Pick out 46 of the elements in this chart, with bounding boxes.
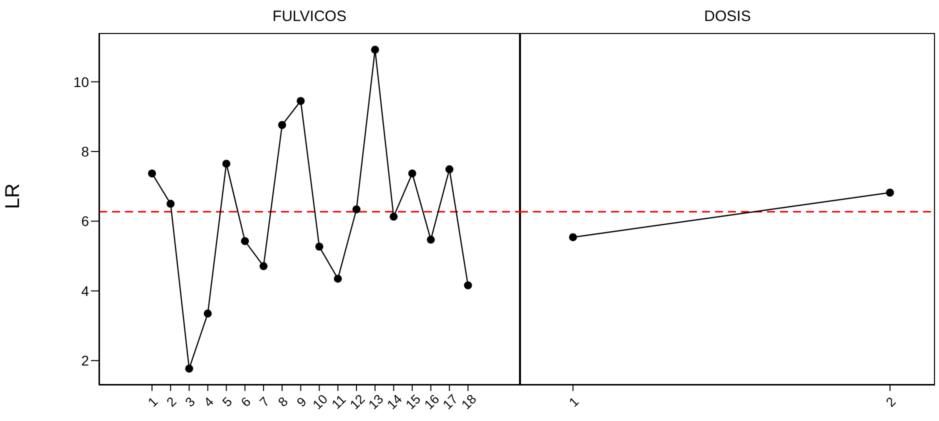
x-tick-label: 16	[421, 391, 442, 412]
point	[260, 262, 268, 270]
y-tick-label: 6	[81, 213, 90, 230]
x-tick-label: 12	[346, 391, 368, 412]
point	[445, 165, 454, 174]
x-tick-label: 2	[882, 394, 899, 410]
x-tick-label: 10	[310, 391, 331, 412]
point	[278, 121, 286, 130]
x-tick-label: 11	[328, 392, 349, 412]
chart-title: FULVICOS	[272, 8, 348, 25]
y-tick-label: 10	[73, 74, 90, 90]
x-tick-label: 18	[458, 391, 480, 412]
x-tick-label: 3	[182, 394, 198, 410]
y-tick-label: 4	[81, 282, 90, 299]
x-tick-label: 1	[566, 394, 582, 410]
point	[204, 310, 212, 318]
x-tick-label: 2	[164, 394, 180, 410]
x-tick-label: 7	[256, 394, 272, 410]
point	[315, 242, 324, 251]
point	[408, 169, 416, 178]
x-tick-label: 4	[200, 394, 216, 410]
point	[166, 200, 175, 208]
x-tick-label: 13	[365, 391, 386, 412]
x-tick-label: 9	[294, 394, 310, 410]
point	[222, 160, 230, 168]
point	[390, 212, 398, 221]
point	[352, 205, 360, 214]
point	[185, 364, 194, 373]
point	[334, 274, 342, 283]
x-tick-label: 6	[238, 394, 254, 410]
x-tick-label: 17	[440, 391, 461, 412]
x-tick-label: 8	[275, 394, 291, 410]
point	[296, 96, 305, 105]
point	[148, 169, 156, 178]
y-tick-label: 8	[81, 143, 90, 160]
y-tick-label: 2	[81, 352, 90, 369]
point	[464, 281, 472, 290]
x-tick-label: 15	[402, 391, 424, 412]
point	[240, 237, 249, 246]
chart-title: DOSIS	[703, 8, 752, 25]
point	[426, 236, 435, 244]
point	[371, 46, 380, 54]
x-tick-label: 5	[219, 394, 236, 410]
x-tick-label: 1	[144, 394, 161, 410]
x-tick-label: 14	[384, 391, 405, 412]
y-axis-title: LR	[2, 183, 24, 209]
